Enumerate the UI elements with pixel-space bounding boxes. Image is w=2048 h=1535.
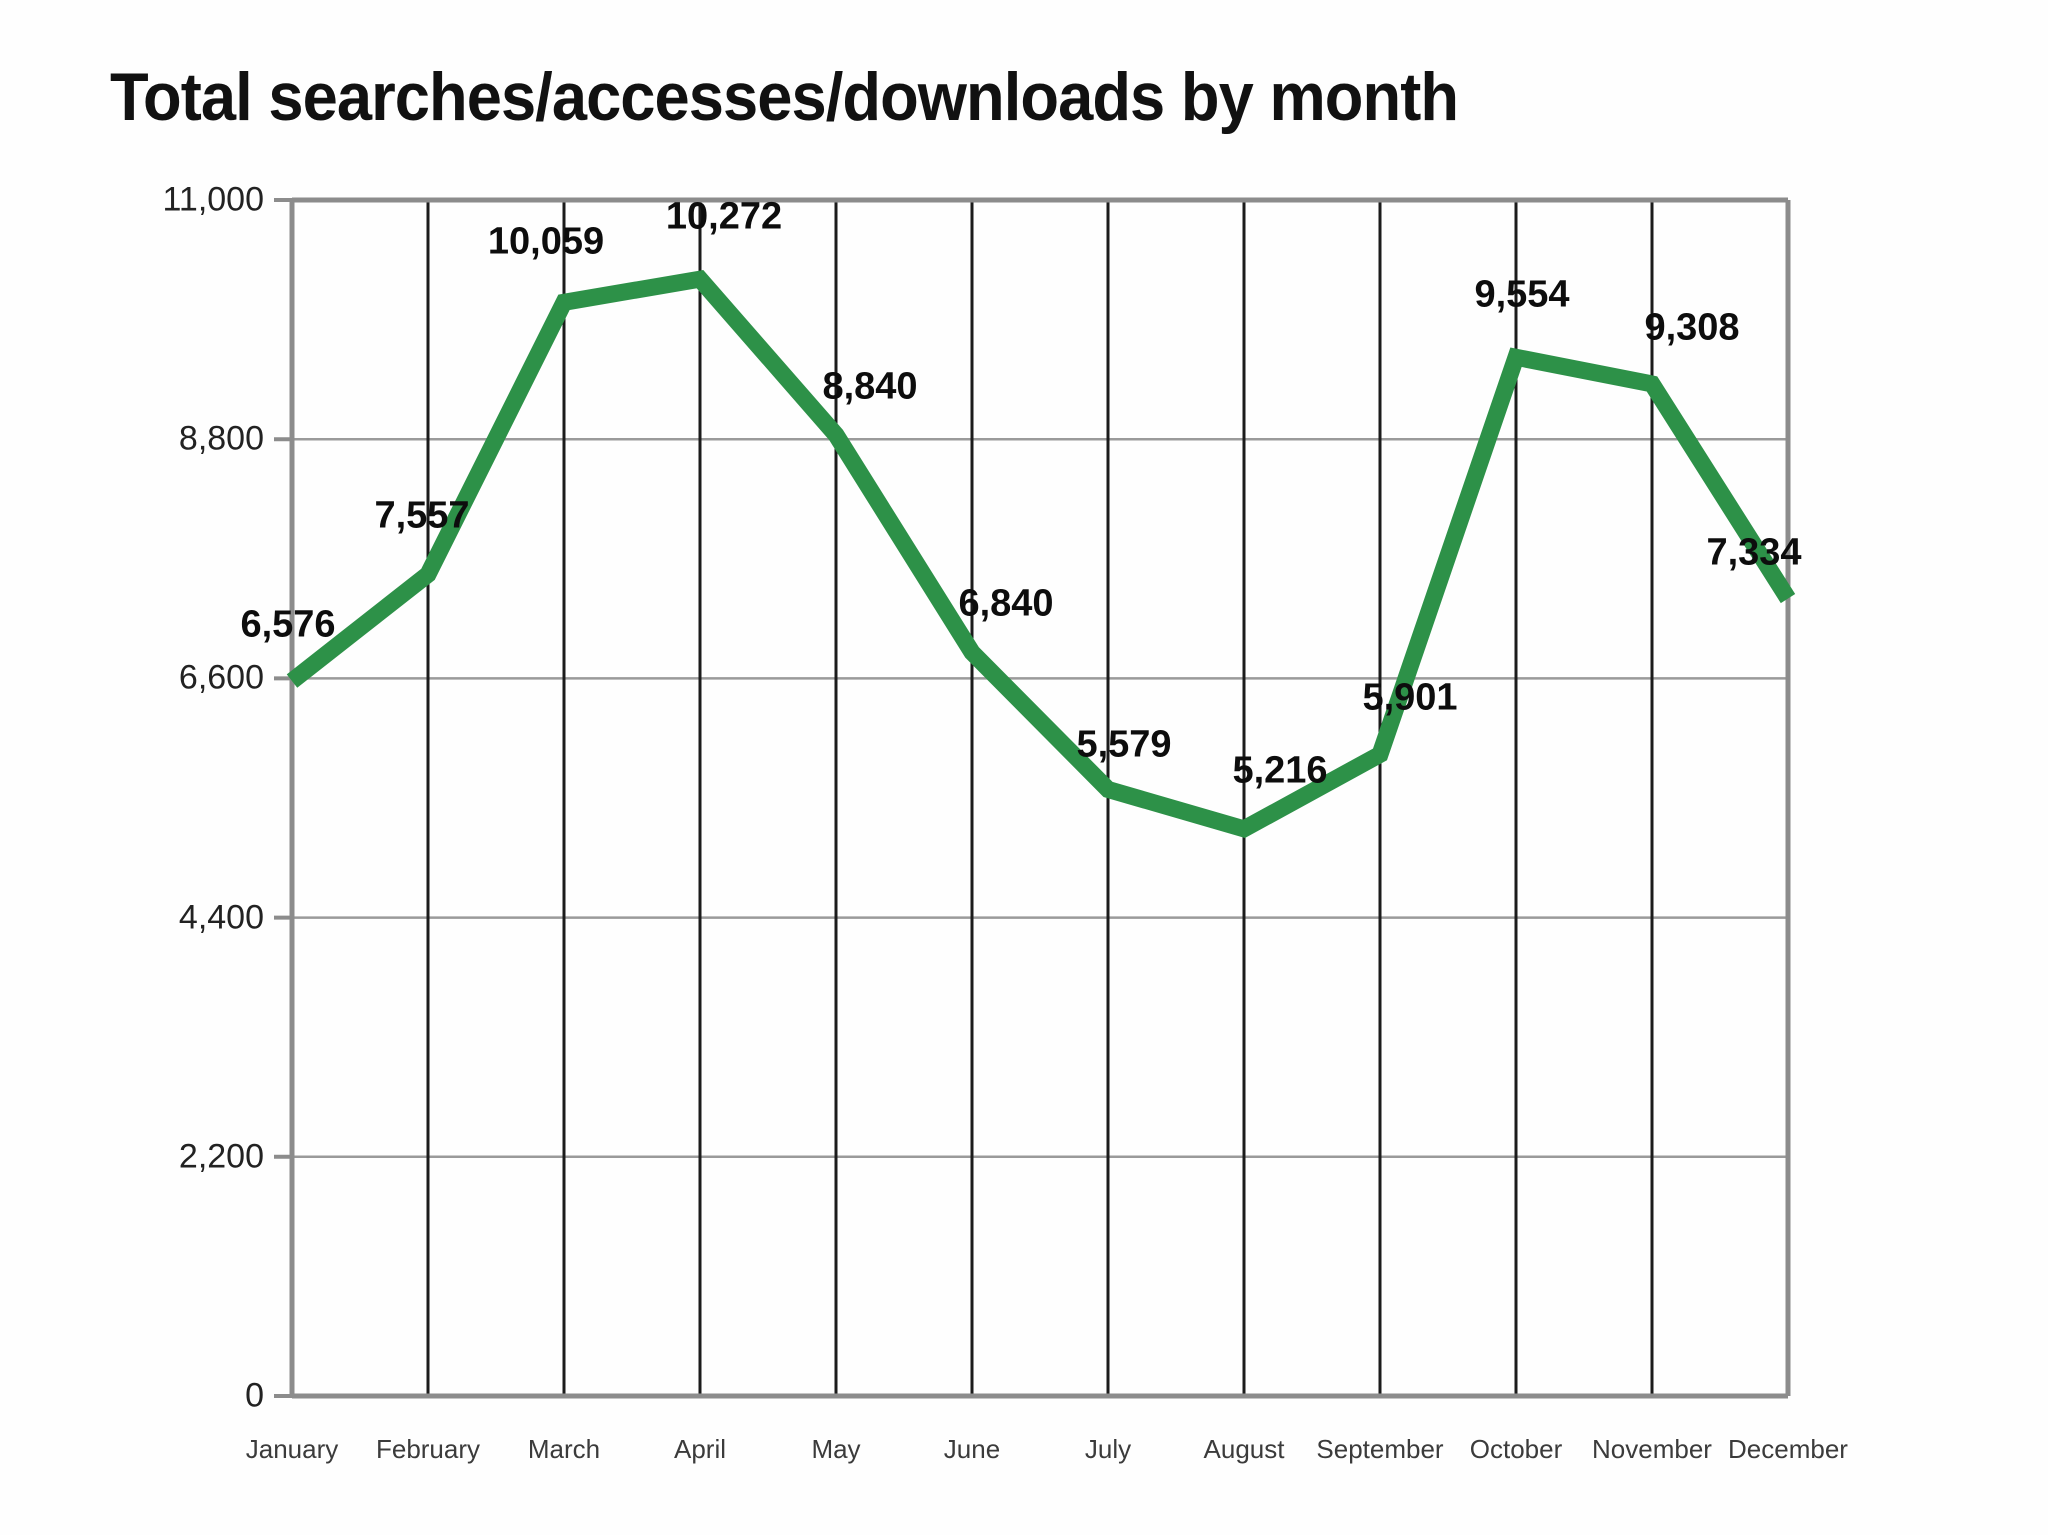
data-point-label: 9,308 xyxy=(1644,306,1740,349)
x-axis-tick-label: November xyxy=(1592,1434,1712,1464)
chart-title: Total searches/accesses/downloads by mon… xyxy=(110,59,1459,135)
y-axis-tick-marks xyxy=(274,198,292,1398)
y-axis-tick-label: 6,600 xyxy=(178,658,264,697)
data-point-label: 10,059 xyxy=(487,220,605,263)
x-axis-tick-label: March xyxy=(527,1434,601,1464)
y-axis-tick-label: 11,000 xyxy=(162,180,264,219)
x-axis-tick-label: December xyxy=(1728,1434,1848,1464)
data-point-label: 7,334 xyxy=(1706,531,1802,574)
data-point-label: 6,576 xyxy=(240,603,336,646)
x-axis-tick-label: June xyxy=(943,1434,1001,1464)
data-series-line xyxy=(286,269,1796,839)
data-point-label: 9,554 xyxy=(1474,273,1570,316)
x-axis-tick-label: February xyxy=(375,1434,481,1464)
x-axis-tick-label: April xyxy=(673,1434,727,1464)
y-axis-tick-label: 0 xyxy=(245,1376,264,1415)
x-axis-tick-label: August xyxy=(1203,1434,1285,1464)
vertical-gridlines xyxy=(290,200,1790,1396)
data-point-label: 5,901 xyxy=(1362,676,1458,719)
x-axis-tick-label: September xyxy=(1316,1434,1444,1464)
x-axis-tick-label: January xyxy=(245,1434,339,1464)
x-axis-tick-label: October xyxy=(1469,1434,1563,1464)
x-axis-tick-label: July xyxy=(1084,1434,1132,1464)
y-axis-tick-label: 2,200 xyxy=(178,1137,264,1176)
y-axis-tick-label: 8,800 xyxy=(178,419,264,458)
data-point-label: 10,272 xyxy=(665,195,783,238)
data-point-label: 7,557 xyxy=(374,494,470,537)
x-axis-tick-label: May xyxy=(811,1434,861,1464)
data-point-label: 5,579 xyxy=(1076,723,1172,766)
y-axis-tick-label: 4,400 xyxy=(178,898,264,937)
plot-border xyxy=(289,197,1791,1399)
data-point-label: 8,840 xyxy=(822,365,918,408)
data-point-label: 5,216 xyxy=(1232,749,1328,792)
data-point-label: 6,840 xyxy=(958,582,1054,625)
